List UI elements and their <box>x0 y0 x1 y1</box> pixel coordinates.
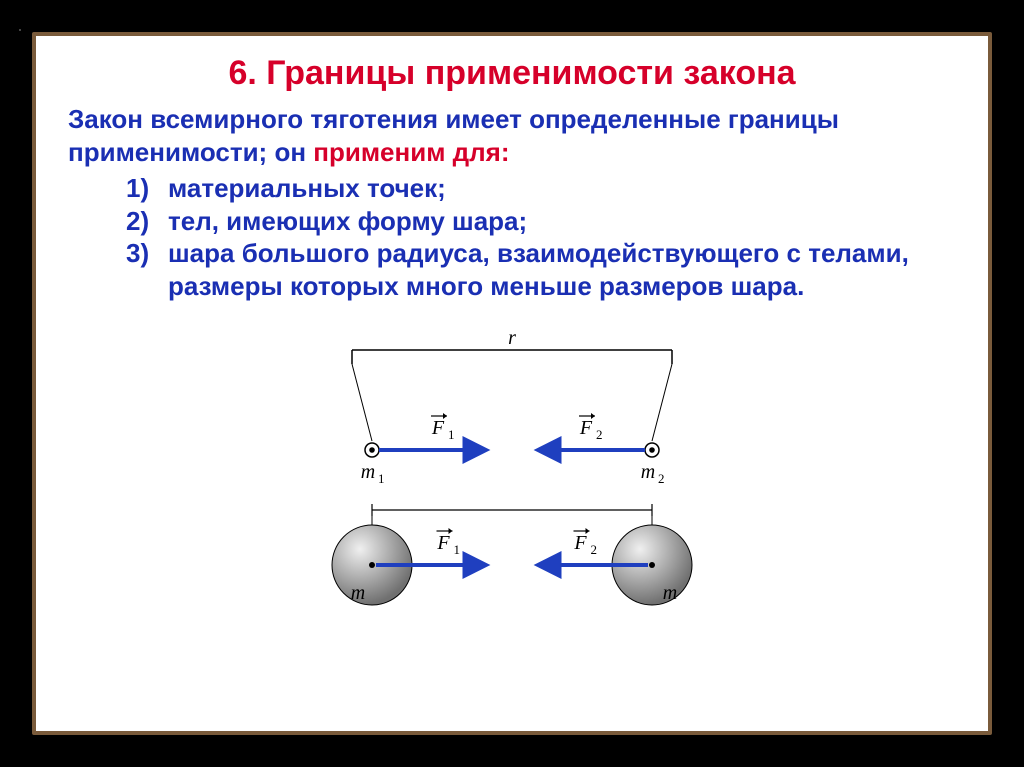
list-item: 2) тел, имеющих форму шара; <box>126 205 956 238</box>
svg-text:m: m <box>641 461 655 483</box>
svg-text:m: m <box>361 461 375 483</box>
intro-emphasis: применим для: <box>313 137 509 167</box>
list-text: шара большого радиуса, взаимодействующег… <box>168 237 956 302</box>
svg-text:F: F <box>579 417 593 439</box>
svg-text:1: 1 <box>448 427 455 442</box>
svg-text:m: m <box>351 582 365 604</box>
intro-text: Закон всемирного тяготения имеет определ… <box>68 103 956 168</box>
slide-title: 6. Границы применимости закона <box>68 54 956 93</box>
svg-text:2: 2 <box>591 542 598 557</box>
diagram-container: rF1F2m1m2F1F2mm <box>68 320 956 620</box>
svg-text:1: 1 <box>454 542 461 557</box>
list-number: 2) <box>126 205 168 238</box>
applicability-list: 1) материальных точек; 2) тел, имеющих ф… <box>68 172 956 302</box>
list-item: 1) материальных точек; <box>126 172 956 205</box>
list-text: тел, имеющих форму шара; <box>168 205 527 238</box>
list-text: материальных точек; <box>168 172 446 205</box>
svg-text:1: 1 <box>378 471 385 486</box>
gravitation-diagram: rF1F2m1m2F1F2mm <box>282 320 742 620</box>
list-number: 1) <box>126 172 168 205</box>
svg-text:r: r <box>508 327 516 349</box>
svg-text:F: F <box>573 532 587 554</box>
list-number: 3) <box>126 237 168 302</box>
svg-text:m: m <box>663 582 677 604</box>
svg-text:2: 2 <box>596 427 603 442</box>
list-item: 3) шара большого радиуса, взаимодействую… <box>126 237 956 302</box>
svg-text:F: F <box>431 417 445 439</box>
svg-text:2: 2 <box>658 471 665 486</box>
slide-frame: 6. Границы применимости закона Закон все… <box>32 32 992 735</box>
svg-text:F: F <box>436 532 450 554</box>
